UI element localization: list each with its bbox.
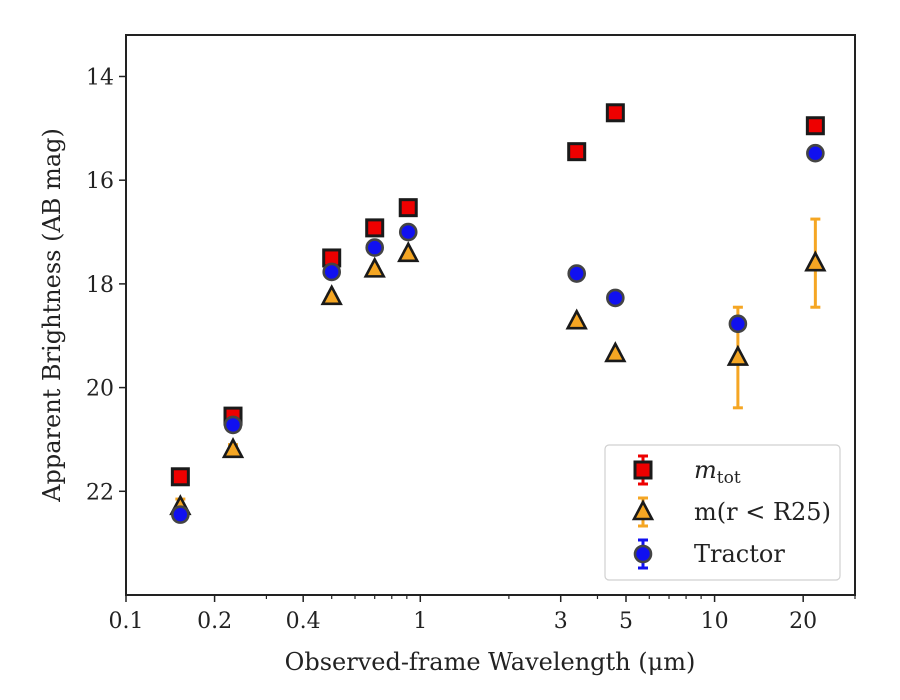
y-tick-label: 16 (86, 169, 114, 194)
x-tick-label: 1 (413, 609, 427, 634)
x-tick-label: 3 (554, 609, 568, 634)
data-point-triangle (565, 308, 588, 330)
data-point-triangle (363, 256, 386, 278)
points-layer (169, 103, 827, 524)
x-tick-label: 0.4 (286, 609, 321, 634)
data-point-triangle (726, 344, 750, 366)
data-point-circle (171, 505, 190, 524)
data-point-circle (806, 143, 825, 163)
data-point-triangle (397, 241, 420, 263)
legend-marker-square (633, 460, 653, 480)
y-axis-title: Apparent Brightness (AB mag) (38, 128, 66, 503)
legend: mtot m(r < R25) Tractor (604, 444, 841, 581)
data-point-circle (398, 222, 418, 242)
x-axis-title: Observed-frame Wavelength (μm) (285, 648, 696, 676)
x-tick-label: 10 (701, 609, 729, 634)
x-tick-label: 0.1 (109, 609, 144, 634)
data-point-circle (606, 288, 625, 308)
data-point-square (605, 103, 625, 123)
data-point-triangle (320, 284, 343, 306)
data-point-triangle (604, 341, 627, 363)
legend-marker-triangle (631, 499, 655, 521)
legend-label-main: m (694, 456, 717, 484)
y-tick-label: 22 (86, 480, 114, 505)
legend-label: Tractor (694, 540, 785, 568)
x-tick-label: 20 (789, 609, 817, 634)
ticks-layer: 0.1 0.2 0.4 1 3 5 10 20 14 16 18 20 22 (86, 65, 856, 634)
legend-label: mtot (694, 456, 741, 488)
data-point-circle (322, 262, 342, 282)
x-tick-label: 5 (619, 609, 633, 634)
data-point-triangle (221, 437, 245, 459)
y-tick-label: 18 (86, 273, 114, 298)
data-point-circle (567, 264, 587, 283)
data-point-circle (223, 415, 243, 435)
data-point-square (805, 116, 825, 136)
data-point-square (567, 142, 587, 162)
legend-marker-circle (633, 544, 653, 564)
plot-frame (125, 34, 856, 596)
y-tick-label: 14 (86, 65, 114, 90)
data-point-circle (728, 314, 748, 334)
data-point-circle (365, 238, 385, 257)
legend-label: m(r < R25) (694, 498, 831, 526)
data-point-square (398, 198, 418, 218)
data-point-square (365, 218, 385, 238)
data-point-square (170, 467, 190, 487)
legend-label-sub: tot (717, 468, 741, 488)
legend-box (604, 444, 841, 581)
x-tick-label: 0.2 (197, 609, 232, 634)
y-tick-label: 20 (86, 377, 114, 402)
data-point-triangle (804, 250, 827, 272)
